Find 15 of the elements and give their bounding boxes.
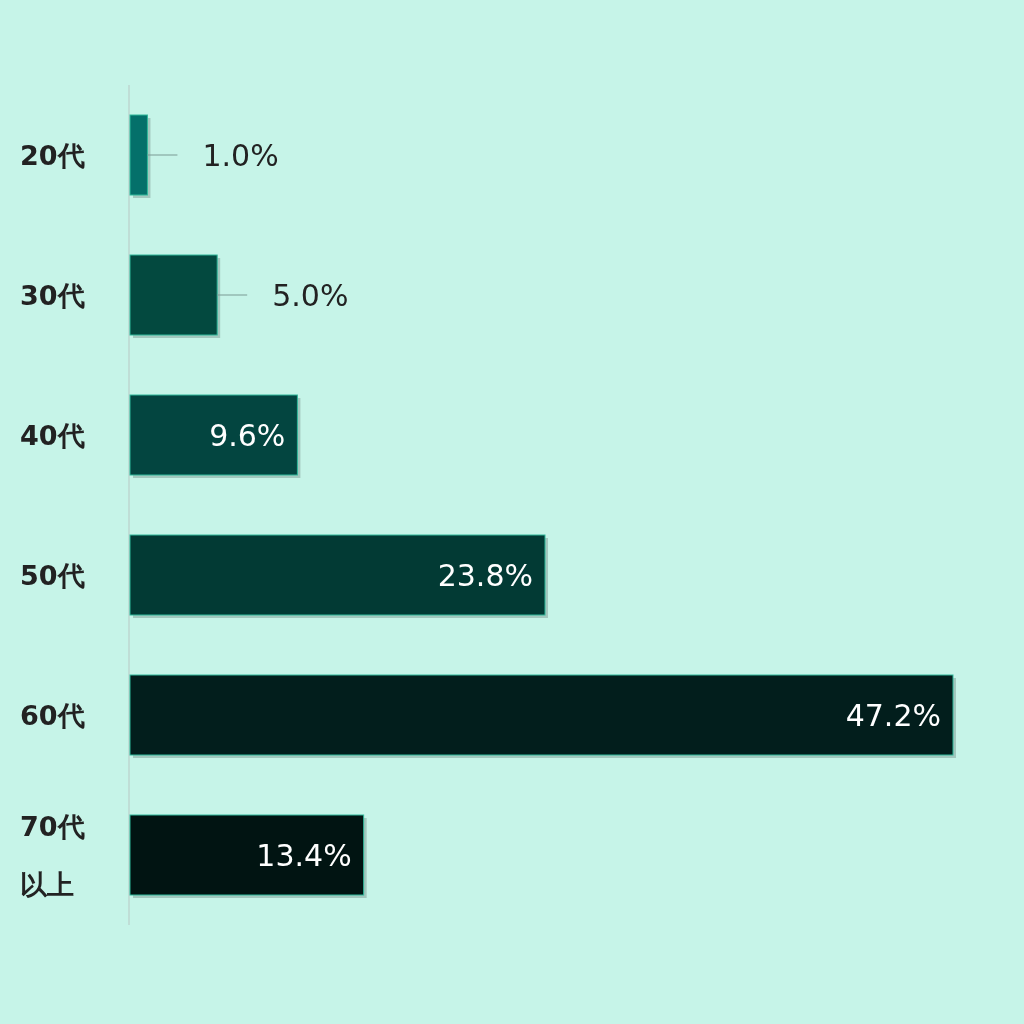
data-label: 9.6% bbox=[209, 417, 286, 453]
bar bbox=[129, 674, 954, 756]
y-tick-label: 70代以上 bbox=[20, 810, 85, 900]
y-tick-label: 50代 bbox=[20, 559, 85, 591]
data-label: 23.8% bbox=[437, 557, 533, 593]
y-tick-label: 40代 bbox=[20, 419, 85, 451]
data-label: 1.0% bbox=[202, 137, 279, 173]
data-label: 13.4% bbox=[256, 837, 352, 873]
data-label: 47.2% bbox=[845, 697, 941, 733]
y-tick-label: 30代 bbox=[20, 279, 85, 311]
y-tick-label: 20代 bbox=[20, 139, 85, 171]
bar bbox=[129, 534, 546, 616]
y-tick-label: 60代 bbox=[20, 699, 85, 731]
data-label: 5.0% bbox=[272, 277, 349, 313]
bar bbox=[129, 814, 365, 896]
